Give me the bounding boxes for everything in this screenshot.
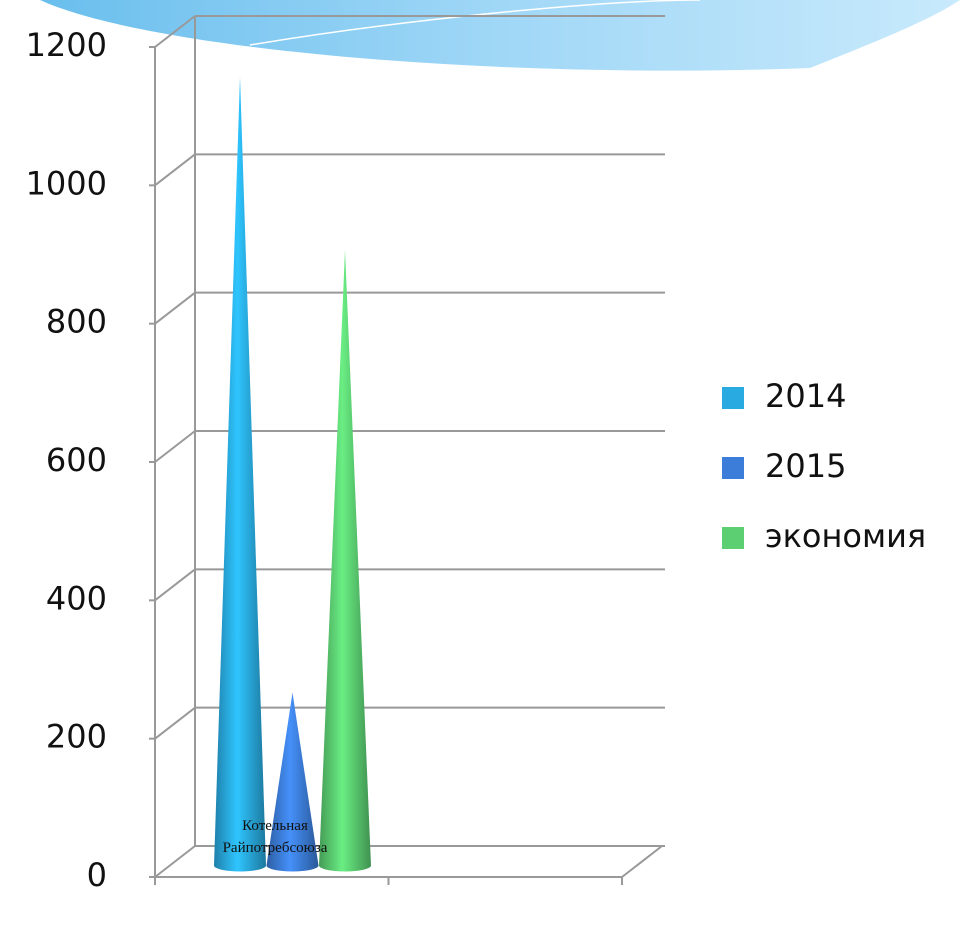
grid-line [154, 706, 196, 740]
y-tick-label: 0 [87, 856, 107, 894]
y-tick-label: 600 [46, 441, 107, 479]
legend-swatch [722, 527, 744, 549]
axis-line [621, 845, 663, 878]
legend-swatch [722, 457, 744, 479]
legend-label: 2014 [765, 377, 846, 415]
legend-label: экономия [765, 517, 926, 555]
grid-line [154, 153, 196, 187]
y-tick-label: 1200 [26, 26, 107, 64]
cone [266, 692, 319, 872]
legend-label: 2015 [765, 447, 846, 485]
y-tick-label: 1000 [26, 164, 107, 202]
grid-line [154, 568, 196, 602]
grid-line [154, 291, 196, 325]
y-tick-label: 400 [46, 579, 107, 617]
y-tick-label: 800 [46, 303, 107, 341]
decoration [40, 0, 960, 71]
x-tick-label: Котельная Райпотребсоюза [222, 818, 328, 856]
decoration [249, 0, 701, 46]
grid-line [154, 15, 196, 48]
cone [319, 249, 371, 872]
legend-swatch [722, 387, 744, 409]
grid-line [154, 430, 196, 463]
y-tick-label: 200 [46, 718, 107, 756]
grid-line [154, 845, 196, 878]
cone [214, 77, 266, 872]
